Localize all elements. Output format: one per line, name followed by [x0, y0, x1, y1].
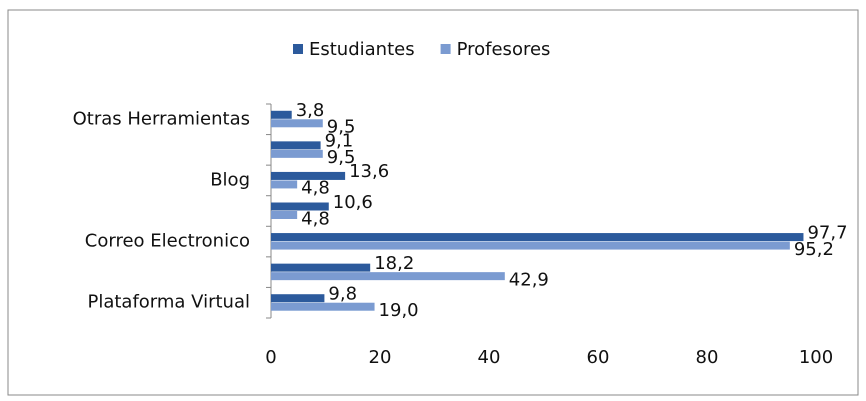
data-label: 9,5	[327, 147, 356, 168]
data-label: 9,8	[328, 283, 357, 304]
data-label: 4,8	[301, 208, 330, 229]
bar	[271, 180, 298, 189]
data-label: 97,7	[807, 222, 847, 243]
legend-label: Profesores	[457, 39, 551, 60]
bar	[271, 272, 505, 281]
x-tick-label: 60	[587, 347, 610, 368]
y-tick-label: Correo Electronico	[85, 231, 250, 252]
bar	[271, 141, 321, 150]
bar	[271, 233, 804, 242]
legend-label: Estudiantes	[309, 39, 415, 60]
data-label: 9,5	[327, 117, 356, 138]
data-label: 9,1	[325, 131, 354, 152]
y-tick-label: Otras Herramientas	[73, 108, 250, 129]
x-tick-label: 0	[265, 347, 276, 368]
legend-swatch	[440, 44, 451, 54]
legend-swatch	[293, 44, 303, 54]
chart-frame	[7, 9, 859, 396]
bar	[271, 211, 298, 219]
data-label: 4,8	[301, 178, 330, 199]
data-label: 18,2	[374, 253, 414, 274]
y-tick-label: Plataforma Virtual	[87, 292, 250, 313]
bar	[271, 119, 323, 128]
bar	[271, 241, 790, 250]
bar	[271, 202, 329, 211]
data-label: 13,6	[349, 161, 389, 182]
data-label: 95,2	[794, 239, 834, 260]
x-tick-label: 40	[478, 347, 501, 368]
data-label: 3,8	[296, 100, 325, 121]
bar	[271, 171, 346, 180]
data-label: 19,0	[379, 300, 419, 321]
x-tick-label: 20	[369, 347, 392, 368]
bar	[271, 110, 292, 119]
bar	[271, 302, 375, 311]
y-tick-label: Blog	[210, 169, 250, 190]
x-tick-label: 80	[696, 347, 719, 368]
bar	[271, 294, 325, 303]
data-label: 10,6	[333, 192, 373, 213]
bar	[271, 263, 371, 272]
bar	[271, 149, 323, 158]
x-tick-label: 100	[799, 347, 833, 368]
data-label: 42,9	[509, 269, 549, 290]
